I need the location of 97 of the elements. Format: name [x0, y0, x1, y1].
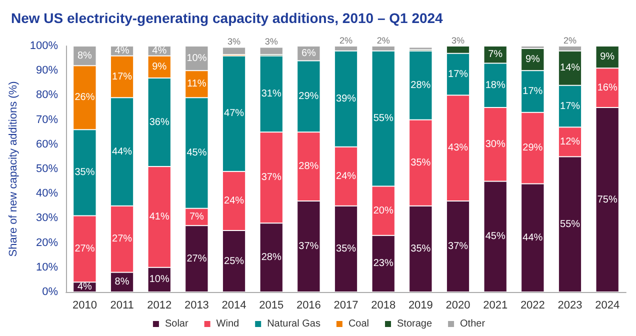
chart-title: New US electricity-generating capacity additions, 2010 – Q1 2024	[11, 10, 444, 26]
data-label: 3%	[452, 36, 465, 46]
x-tick-label: 2015	[259, 300, 284, 312]
data-label: 7%	[189, 211, 204, 222]
data-label: 27%	[186, 253, 207, 264]
x-tick-label: 2012	[147, 300, 172, 312]
data-label: 30%	[485, 138, 506, 150]
data-label: 28%	[298, 161, 319, 172]
data-label: 37%	[261, 172, 282, 184]
data-label: 8%	[114, 276, 130, 288]
data-label: 17%	[560, 100, 580, 112]
data-label: 14%	[560, 62, 580, 74]
data-label: 8%	[77, 50, 92, 62]
y-tick-label: 40%	[36, 188, 58, 200]
x-tick-label: 2018	[371, 300, 396, 312]
legend-label: Other	[460, 318, 486, 330]
data-label: 35%	[74, 167, 95, 178]
data-label: 55%	[373, 113, 394, 124]
data-label: 36%	[149, 116, 170, 128]
x-tick-label: 2011	[110, 300, 134, 312]
legend-label: Solar	[164, 318, 189, 330]
data-label: 31%	[261, 88, 282, 100]
x-tick-label: 2024	[595, 300, 620, 312]
y-tick-label: 50%	[36, 163, 58, 175]
data-label: 35%	[410, 157, 431, 168]
x-tick-label: 2019	[408, 300, 433, 312]
data-label: 10%	[186, 52, 207, 64]
data-label: 23%	[373, 258, 394, 270]
data-label: 10%	[149, 274, 170, 286]
y-tick-label: 30%	[36, 212, 58, 224]
data-label: 2%	[376, 36, 390, 46]
x-tick-label: 2016	[296, 300, 321, 312]
data-label: 24%	[336, 170, 356, 182]
data-label: 37%	[298, 240, 319, 252]
data-label: 45%	[485, 231, 506, 242]
data-label: 2%	[563, 36, 577, 46]
y-tick-label: 80%	[36, 89, 58, 102]
data-label: 44%	[522, 232, 543, 244]
data-label: 39%	[336, 93, 356, 104]
data-label: 18%	[485, 80, 506, 91]
data-label: 35%	[410, 243, 431, 254]
data-label: 35%	[336, 243, 356, 254]
data-label: 9%	[525, 54, 540, 66]
data-label: 3%	[228, 36, 241, 47]
data-label: 2%	[340, 36, 353, 46]
y-tick-label: 60%	[36, 138, 58, 150]
data-label: 11%	[187, 78, 206, 90]
data-label: 28%	[261, 252, 282, 264]
data-label: 75%	[597, 194, 618, 206]
x-tick-label: 2017	[334, 300, 358, 312]
data-label: 29%	[522, 142, 543, 154]
data-label: 28%	[410, 80, 431, 91]
data-label: 44%	[112, 146, 132, 158]
legend-label: Wind	[216, 318, 240, 330]
data-label: 20%	[373, 205, 394, 216]
x-tick-label: 2010	[72, 300, 97, 312]
legend-label: Coal	[348, 318, 370, 330]
data-label: 9%	[152, 61, 167, 72]
data-label: 25%	[224, 256, 244, 267]
legend-label: Natural Gas	[267, 318, 320, 330]
data-label: 55%	[560, 218, 580, 230]
data-label: 17%	[112, 71, 132, 82]
data-label: 47%	[224, 108, 244, 120]
x-tick-label: 2014	[222, 300, 246, 312]
data-label: 9%	[600, 52, 615, 63]
data-label: 41%	[149, 211, 170, 222]
data-label: 26%	[74, 92, 95, 104]
x-tick-label: 2022	[520, 300, 545, 312]
data-label: 29%	[298, 90, 319, 102]
legend-label: Storage	[397, 318, 432, 330]
x-tick-label: 2020	[446, 300, 470, 312]
data-label: 4%	[77, 282, 92, 293]
data-label: 37%	[448, 240, 468, 252]
x-tick-label: 2013	[184, 300, 209, 312]
data-label: 3%	[264, 36, 278, 47]
data-label: 45%	[186, 148, 207, 159]
data-label: 6%	[301, 48, 316, 59]
x-tick-label: 2021	[483, 300, 508, 312]
data-label: 17%	[448, 68, 468, 80]
data-label: 4%	[114, 45, 130, 56]
y-tick-label: 20%	[36, 236, 58, 249]
data-label: 24%	[224, 195, 244, 206]
y-tick-label: 70%	[36, 114, 58, 126]
data-label: 27%	[112, 234, 132, 245]
y-axis-title: Share of new capacity additions (%)	[8, 81, 20, 257]
y-tick-label: 100%	[30, 40, 58, 52]
data-label: 27%	[74, 243, 95, 254]
y-tick-label: 0%	[42, 286, 58, 298]
data-label: 7%	[488, 49, 503, 60]
y-tick-label: 10%	[36, 261, 58, 274]
data-label: 12%	[560, 136, 580, 148]
x-tick-label: 2023	[558, 300, 582, 312]
y-tick-label: 90%	[36, 64, 58, 77]
data-label: 16%	[597, 82, 618, 94]
data-label: 43%	[448, 142, 468, 154]
data-label: 4%	[152, 45, 167, 56]
data-label: 17%	[522, 86, 543, 98]
